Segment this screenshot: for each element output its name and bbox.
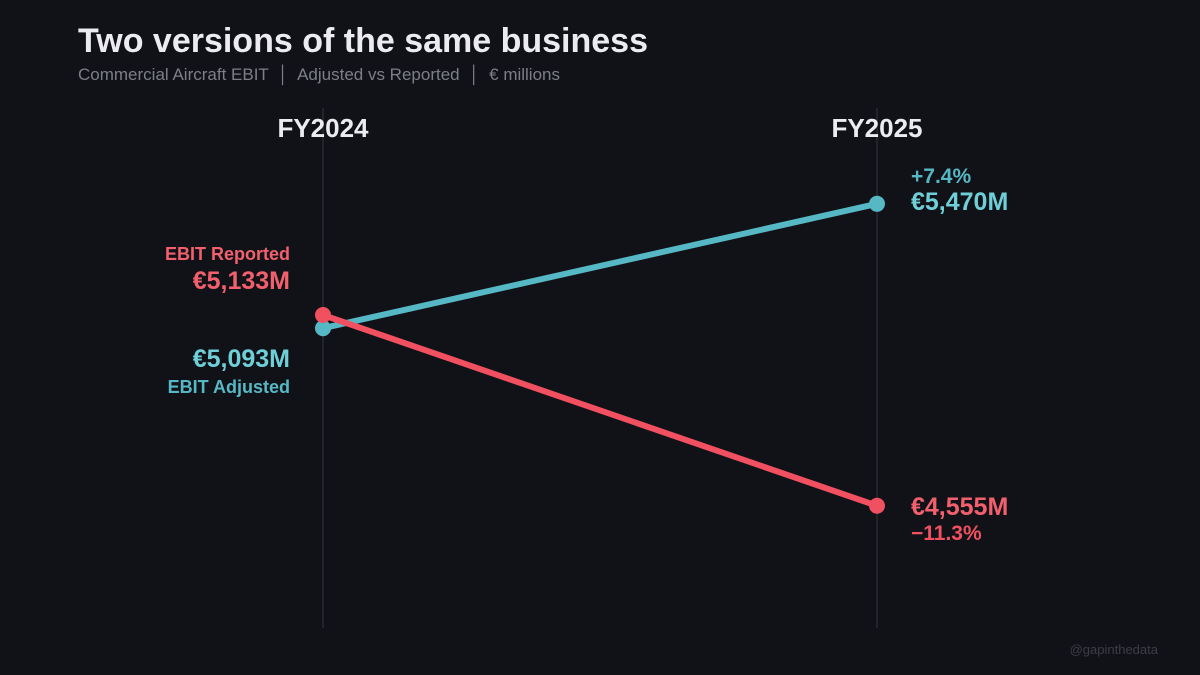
category-label-fy2025: FY2025 — [831, 113, 922, 143]
value-label-reported-fy2024: €5,133M — [193, 267, 290, 295]
value-label-adjusted-fy2025: €5,470M — [911, 188, 1008, 216]
value-label-reported-fy2025: €4,555M — [911, 493, 1008, 521]
series-name-adjusted: EBIT Adjusted — [168, 377, 290, 397]
series-line-0 — [320, 312, 880, 509]
chart-subtitle: Commercial Aircraft EBIT │ Adjusted vs R… — [78, 65, 560, 84]
change-label-adjusted: +7.4% — [911, 165, 971, 188]
category-label-fy2024: FY2024 — [277, 113, 369, 143]
series-name-reported: EBIT Reported — [165, 244, 290, 264]
data-point — [315, 307, 331, 323]
data-point — [315, 320, 331, 337]
chart-title: Two versions of the same business — [78, 22, 648, 60]
data-point — [869, 497, 885, 514]
credit-text: @gapinthedata — [1069, 642, 1158, 657]
value-label-adjusted-fy2024: €5,093M — [193, 345, 290, 373]
series-line-1 — [320, 200, 880, 332]
data-point — [869, 195, 885, 212]
change-label-reported: −11.3% — [911, 522, 982, 545]
